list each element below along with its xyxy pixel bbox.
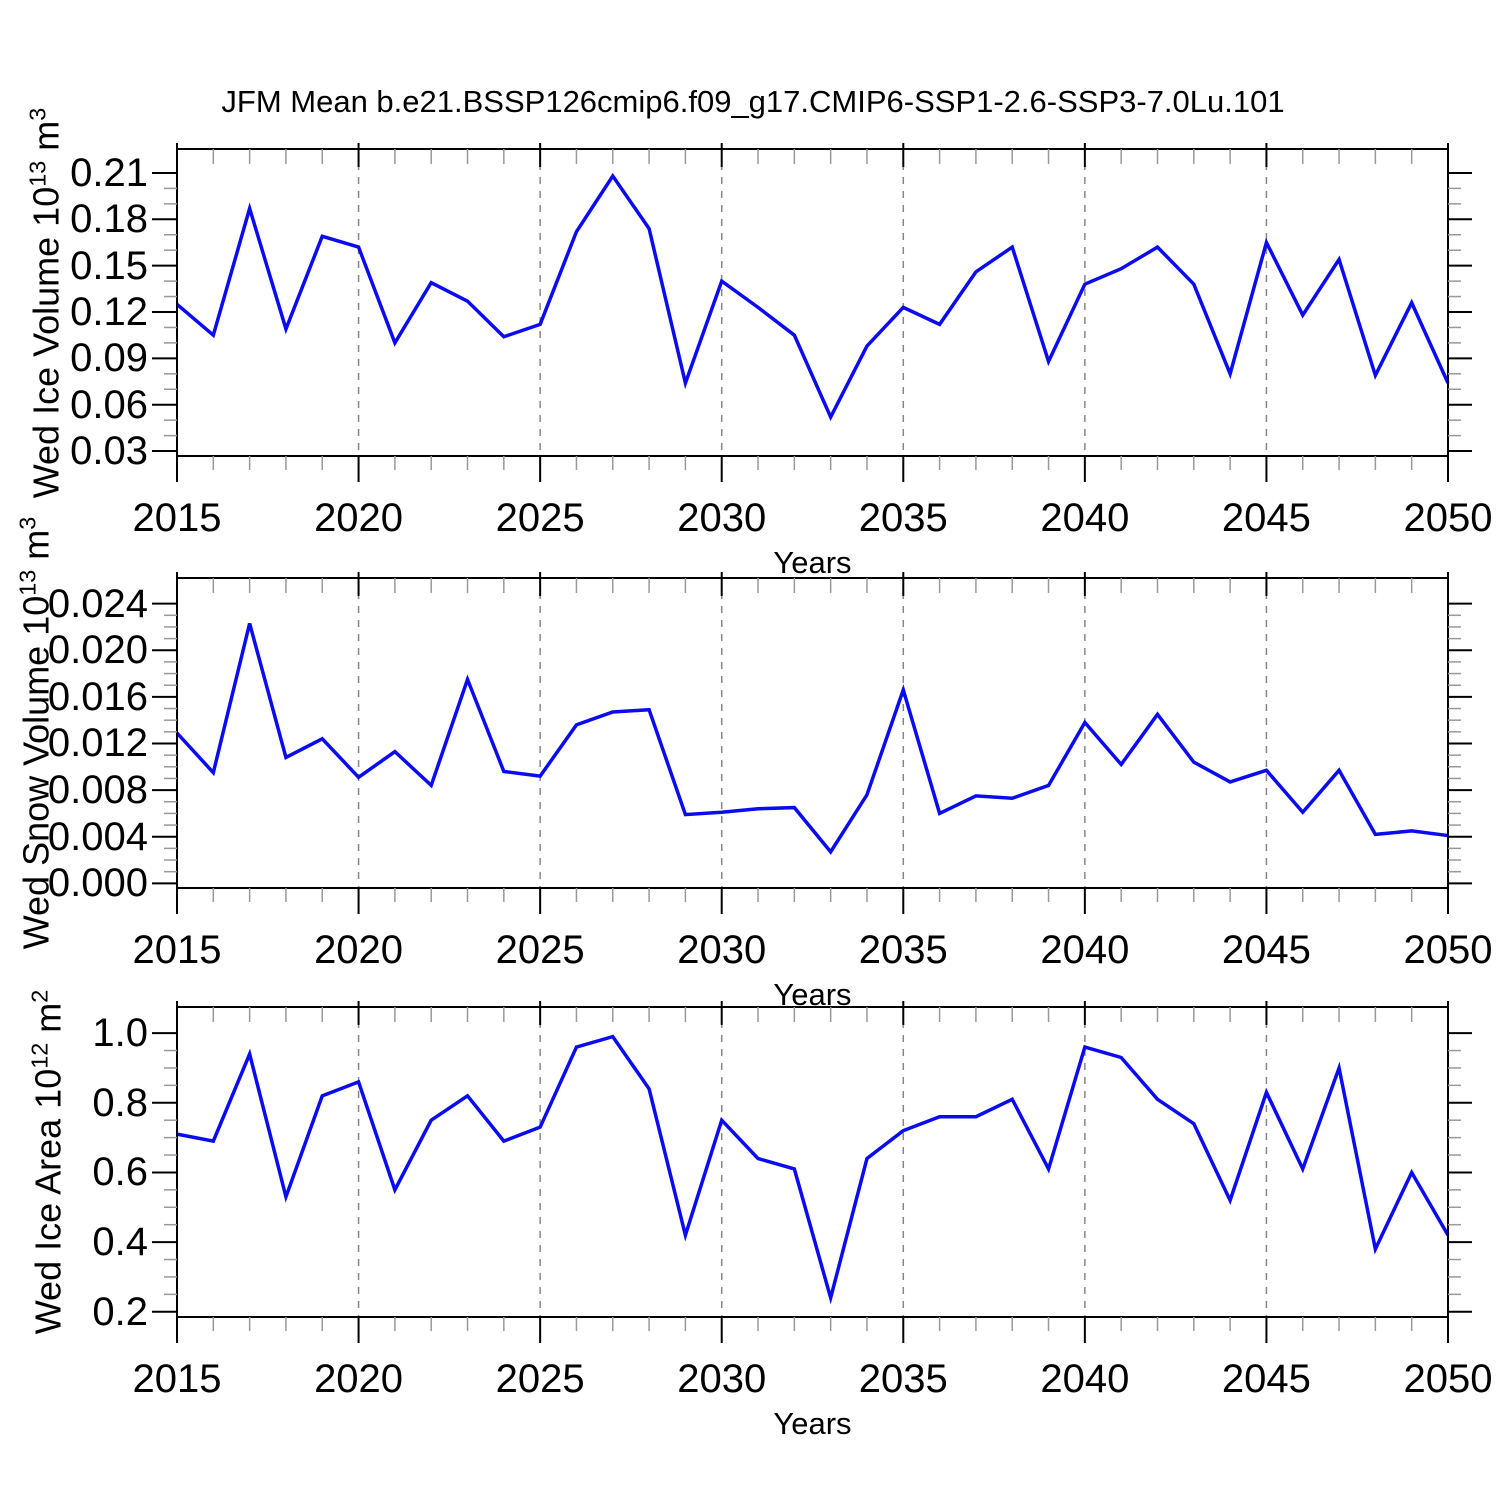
y-tick-label: 0.012 xyxy=(47,721,148,766)
y-tick-label: 0.020 xyxy=(47,628,148,673)
wed-ice-volume-plot-box xyxy=(176,148,1449,457)
y-tick-label: 1.0 xyxy=(92,1011,148,1056)
wed-snow-volume-y-axis-title: Wed Snow Volume 1013 m3 xyxy=(14,516,57,950)
wed-ice-volume-line xyxy=(175,172,1450,422)
x-tick-label: 2015 xyxy=(132,1357,222,1401)
x-tick-label: 2030 xyxy=(677,928,767,972)
x-tick-label: 2040 xyxy=(1040,928,1130,972)
y-tick-label: 0.4 xyxy=(92,1220,148,1265)
y-tick-label: 0.2 xyxy=(92,1289,148,1334)
y-tick-label: 0.18 xyxy=(70,197,148,242)
x-tick-label: 2030 xyxy=(677,1357,767,1401)
y-tick-label: 0.21 xyxy=(70,150,148,195)
x-tick-label: 2045 xyxy=(1221,1357,1311,1401)
x-tick-label: 2025 xyxy=(495,496,585,540)
x-tick-label: 2030 xyxy=(677,496,767,540)
wed-ice-volume-y-axis-title: Wed Ice Volume 1013 m3 xyxy=(24,107,67,498)
wed-ice-area-y-axis-title: Wed Ice Area 1012 m2 xyxy=(26,989,69,1335)
y-tick-label: 0.004 xyxy=(47,814,148,859)
x-axis-title: Years xyxy=(773,977,852,1012)
x-tick-label: 2035 xyxy=(858,928,948,972)
x-tick-label: 2015 xyxy=(132,496,222,540)
x-tick-label: 2020 xyxy=(314,1357,404,1401)
y-tick-label: 0.016 xyxy=(47,674,148,719)
x-tick-label: 2050 xyxy=(1403,928,1493,972)
wed-ice-area-plot-box xyxy=(176,1006,1449,1318)
x-tick-label: 2045 xyxy=(1221,496,1311,540)
y-tick-label: 0.09 xyxy=(70,336,148,381)
x-tick-label: 2035 xyxy=(858,1357,948,1401)
x-tick-label: 2035 xyxy=(858,496,948,540)
wed-ice-area-line xyxy=(176,1034,1450,1305)
x-tick-label: 2020 xyxy=(314,928,404,972)
y-tick-label: 0.15 xyxy=(70,243,148,288)
chart-title: JFM Mean b.e21.BSSP126cmip6.f09_g17.CMIP… xyxy=(221,84,1285,119)
x-tick-label: 2045 xyxy=(1221,928,1311,972)
x-tick-label: 2025 xyxy=(495,1357,585,1401)
x-tick-label: 2050 xyxy=(1403,1357,1493,1401)
x-tick-label: 2040 xyxy=(1040,1357,1130,1401)
x-tick-label: 2040 xyxy=(1040,496,1130,540)
x-tick-label: 2020 xyxy=(314,496,404,540)
wed-snow-volume-plot-box xyxy=(176,577,1449,889)
y-tick-label: 0.000 xyxy=(47,861,148,906)
x-axis-title: Years xyxy=(773,545,852,580)
y-tick-label: 0.12 xyxy=(70,290,148,334)
x-tick-label: 2015 xyxy=(132,928,222,972)
y-tick-label: 0.06 xyxy=(70,382,148,427)
y-tick-label: 0.6 xyxy=(92,1150,148,1195)
y-tick-label: 0.03 xyxy=(70,429,148,474)
x-tick-label: 2050 xyxy=(1403,496,1493,540)
y-tick-label: 0.008 xyxy=(47,768,148,813)
y-tick-label: 0.8 xyxy=(92,1080,148,1125)
wed-snow-volume-line xyxy=(175,622,1449,855)
y-tick-label: 0.024 xyxy=(47,581,148,626)
x-tick-label: 2025 xyxy=(495,928,585,972)
x-axis-title: Years xyxy=(773,1406,852,1441)
